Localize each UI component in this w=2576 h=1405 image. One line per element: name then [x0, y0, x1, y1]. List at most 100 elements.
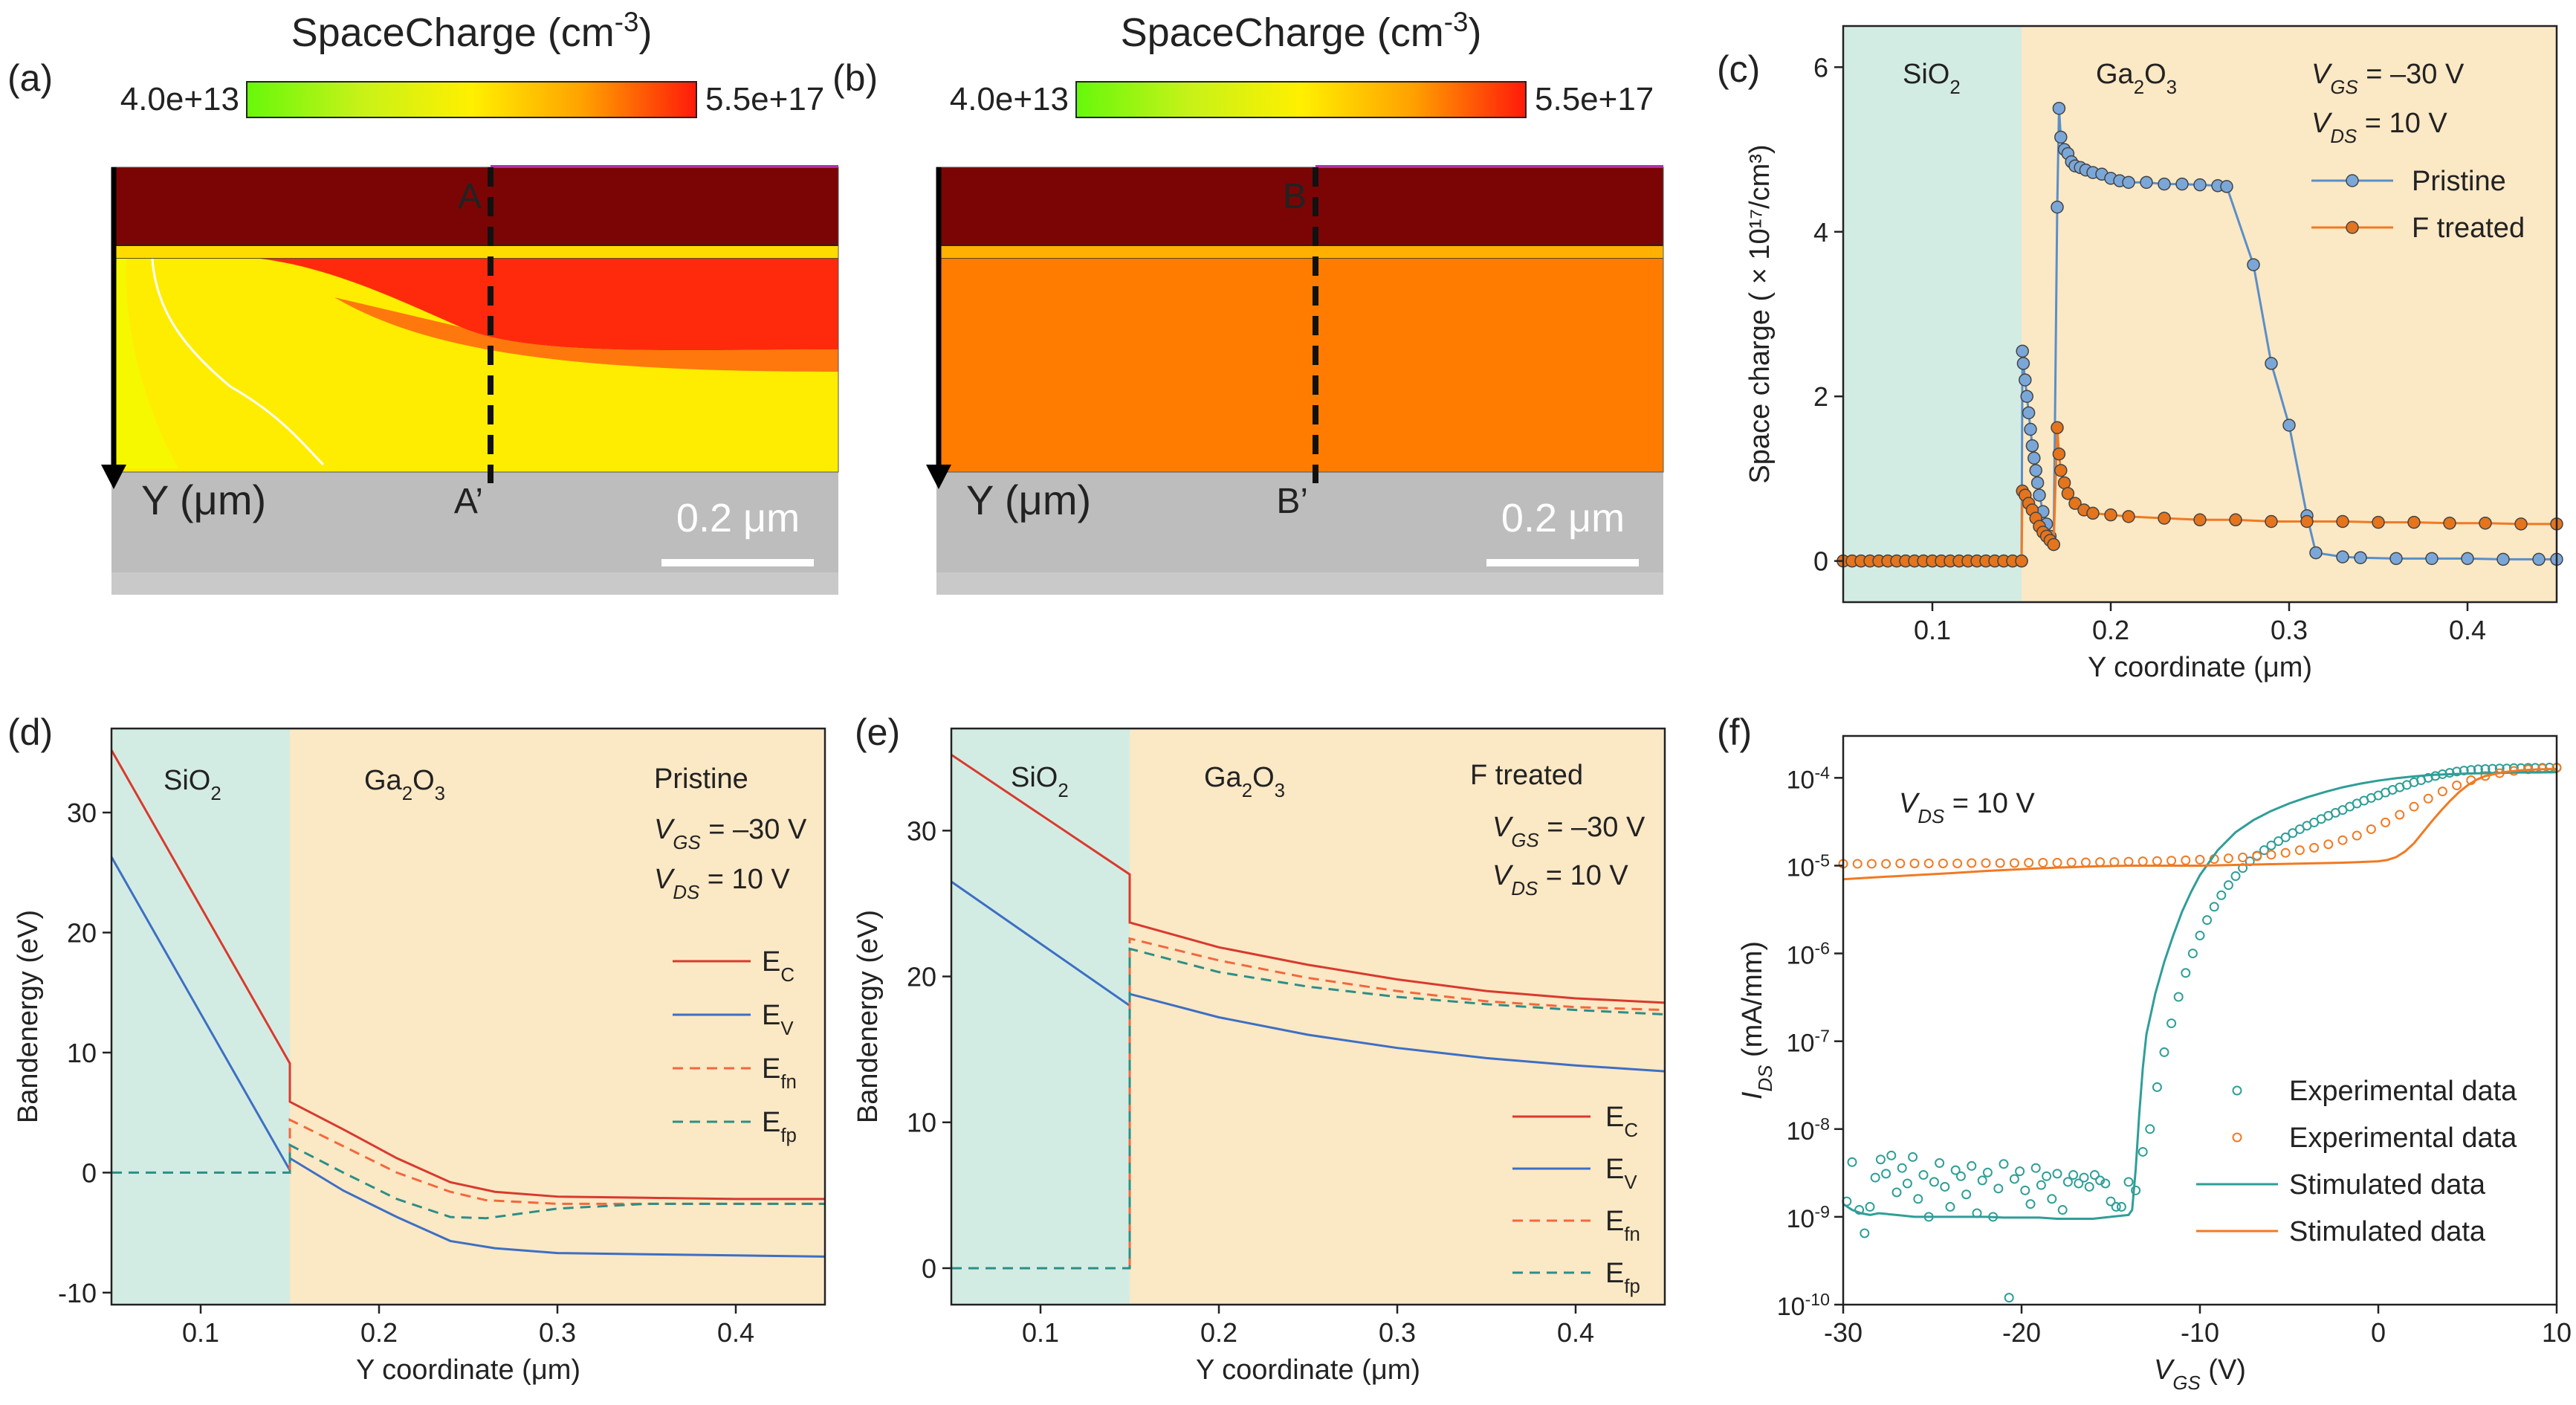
legend-label: Stimulated data — [2289, 1169, 2486, 1201]
scale-bar-label: 0.2 μm — [1501, 496, 1625, 540]
interface-layer — [111, 245, 838, 259]
data-point — [1940, 1181, 1950, 1192]
x-tick-label: -10 — [2181, 1317, 2219, 1348]
data-point — [2452, 766, 2462, 777]
gate-layer — [111, 167, 838, 245]
y-tick-label: 10-6 — [1787, 939, 1830, 970]
data-point — [1955, 1171, 1966, 1181]
legend-marker — [2232, 1132, 2242, 1143]
annotation-vds: VDS = 10 V — [2311, 108, 2447, 147]
scale-bar — [1486, 559, 1639, 566]
plot-frame — [950, 727, 1666, 1306]
data-point — [2052, 1169, 2062, 1179]
data-point — [2282, 419, 2296, 432]
data-point — [2057, 1205, 2068, 1215]
data-point — [1938, 858, 1948, 868]
legend-label: EV — [762, 1000, 794, 1039]
y-axis-label: Bandenergy (eV) — [13, 910, 44, 1123]
region-label-channel: Ga2O3 — [1204, 762, 1285, 801]
data-point — [1897, 1163, 1907, 1173]
x-axis-label: Y coordinate (μm) — [1196, 1354, 1420, 1386]
data-point — [2122, 510, 2135, 523]
data-point — [2336, 514, 2349, 529]
y-tick-label: 10 — [907, 1108, 936, 1138]
data-point — [2104, 508, 2117, 522]
y-tick-label: 30 — [907, 815, 936, 846]
data-point — [2280, 847, 2291, 858]
x-tick-label: 0.3 — [539, 1317, 576, 1348]
data-point — [2266, 840, 2276, 850]
legend-label: EV — [1605, 1154, 1637, 1193]
data-point — [1895, 858, 1906, 868]
data-point — [2020, 390, 2033, 403]
y-axis-label: Space charge ( × 10¹⁷/cm³) — [1744, 144, 1776, 483]
data-point — [2423, 793, 2433, 804]
data-point — [2223, 853, 2233, 864]
data-point — [2052, 447, 2066, 461]
data-point — [2175, 177, 2189, 191]
data-point — [2122, 175, 2135, 190]
data-point — [1967, 1160, 1977, 1171]
data-point — [1870, 1172, 1880, 1183]
y-tick-label: 10-9 — [1787, 1202, 1830, 1233]
x-tick-label: -30 — [1824, 1317, 1863, 1348]
interface-layer — [936, 245, 1663, 259]
data-point — [2479, 516, 2492, 530]
x-tick-label: 0.2 — [360, 1317, 398, 1348]
data-point — [1995, 858, 2005, 868]
y-tick-label: -10 — [58, 1278, 97, 1308]
data-point — [1886, 1150, 1897, 1160]
x-axis-label: Y coordinate (μm) — [356, 1354, 580, 1386]
data-point — [2145, 1124, 2155, 1134]
data-point — [2016, 344, 2029, 358]
data-point — [2193, 513, 2207, 527]
data-point — [2389, 552, 2403, 566]
plot-frame — [1842, 25, 2558, 604]
data-point — [2095, 1175, 2106, 1186]
data-point — [2047, 537, 2060, 552]
y-tick-label: 0 — [922, 1253, 936, 1284]
y-tick-label: 10-5 — [1787, 850, 1830, 882]
data-point — [2409, 801, 2419, 812]
x-tick-label: 0.3 — [1379, 1317, 1416, 1348]
data-point — [1881, 859, 1891, 869]
data-point — [2100, 1178, 2111, 1189]
y-tick-label: 0 — [82, 1157, 97, 1188]
data-point — [2372, 515, 2385, 529]
data-point — [2047, 1194, 2057, 1204]
y-tick-label: 30 — [67, 798, 97, 828]
x-tick-label: 10 — [2542, 1317, 2572, 1348]
annotation-sample: Pristine — [654, 763, 748, 795]
data-point — [2030, 476, 2045, 490]
data-point — [2062, 1177, 2073, 1187]
chart-f: (f) -30 -20 -10 0 10 10-10 10-9 10-8 10-7 10-6 10-5… — [1717, 711, 2572, 1394]
data-point — [2159, 1047, 2169, 1057]
data-point — [1952, 858, 1963, 868]
data-point — [2216, 890, 2227, 900]
data-point — [2038, 858, 2048, 868]
data-point — [2052, 101, 2066, 115]
y-tick-label: 10 — [67, 1038, 97, 1068]
substrate-edge — [936, 572, 1663, 595]
region-oxide — [111, 729, 290, 1305]
data-point — [1875, 1154, 1886, 1165]
data-point — [1891, 1187, 1902, 1198]
colorbar-max-label: 5.5e+17 — [1535, 81, 1654, 117]
data-point — [2444, 768, 2455, 778]
legend-label: Efp — [762, 1107, 797, 1146]
cut-label-bottom: B’ — [1276, 482, 1308, 521]
data-point — [2152, 1082, 2162, 1092]
data-point — [2443, 516, 2456, 530]
x-tick-label: 0 — [2371, 1317, 2386, 1348]
data-point — [2266, 850, 2276, 860]
y-tick-label: 6 — [1813, 52, 1828, 83]
region-label-oxide: SiO2 — [1903, 59, 1961, 98]
scale-bar — [661, 559, 814, 566]
data-point — [2230, 871, 2241, 882]
chart-d: SiO2 Ga2O3 0.1 0.2 0.3 0.4 -10 0 10 20 30 Y coordin… — [7, 711, 826, 1386]
annotation-vds: VDS = 10 V — [654, 864, 790, 903]
data-point — [2407, 515, 2421, 529]
x-tick-label: 0.1 — [182, 1317, 219, 1348]
cut-label-top: A — [458, 177, 482, 216]
